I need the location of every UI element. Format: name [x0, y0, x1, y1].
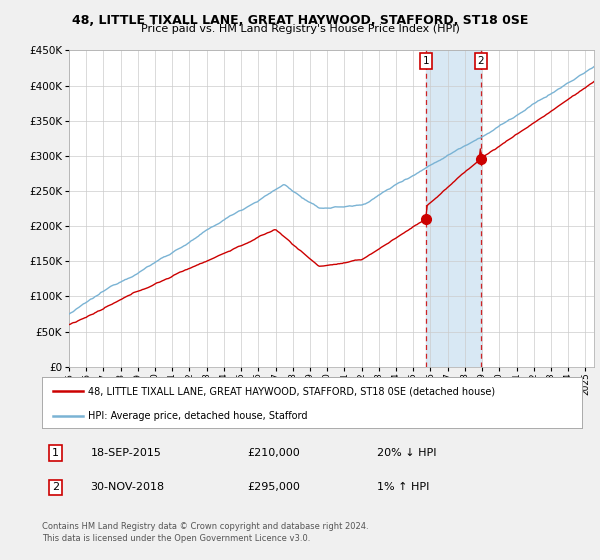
Text: 1: 1 [422, 56, 429, 66]
Text: 2: 2 [478, 56, 484, 66]
Text: £210,000: £210,000 [247, 448, 300, 458]
Text: HPI: Average price, detached house, Stafford: HPI: Average price, detached house, Staf… [88, 410, 307, 421]
Text: 1: 1 [52, 448, 59, 458]
Text: 18-SEP-2015: 18-SEP-2015 [91, 448, 161, 458]
Text: 48, LITTLE TIXALL LANE, GREAT HAYWOOD, STAFFORD, ST18 0SE: 48, LITTLE TIXALL LANE, GREAT HAYWOOD, S… [72, 14, 528, 27]
Text: 20% ↓ HPI: 20% ↓ HPI [377, 448, 436, 458]
Text: 1% ↑ HPI: 1% ↑ HPI [377, 483, 429, 492]
Text: 2: 2 [52, 483, 59, 492]
Bar [425, 50, 481, 367]
Text: 48, LITTLE TIXALL LANE, GREAT HAYWOOD, STAFFORD, ST18 0SE (detached house): 48, LITTLE TIXALL LANE, GREAT HAYWOOD, S… [88, 386, 495, 396]
Text: Contains HM Land Registry data © Crown copyright and database right 2024.
This d: Contains HM Land Registry data © Crown c… [42, 522, 368, 543]
Text: 30-NOV-2018: 30-NOV-2018 [91, 483, 165, 492]
Text: £295,000: £295,000 [247, 483, 300, 492]
Text: Price paid vs. HM Land Registry's House Price Index (HPI): Price paid vs. HM Land Registry's House … [140, 24, 460, 34]
